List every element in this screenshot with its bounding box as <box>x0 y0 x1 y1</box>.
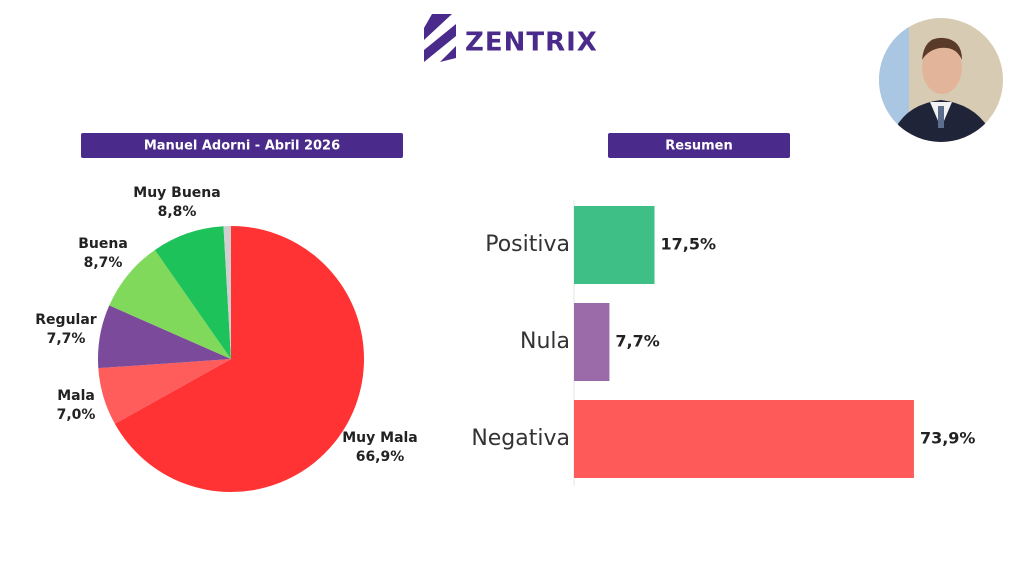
pie-slice <box>98 305 232 369</box>
slice-label: Regular <box>35 312 97 328</box>
pie-slice <box>114 226 365 493</box>
category-label: Negativa <box>471 426 570 451</box>
slice-value-label: 66,9% <box>356 449 405 465</box>
chart-title: Manuel Adorni - Abril 2026 <box>144 139 340 154</box>
slice-label: Muy Buena <box>133 185 220 201</box>
slice-value-label: 7,0% <box>57 407 96 423</box>
bar-value-label: 7,7% <box>615 332 659 351</box>
pie-slice <box>109 249 231 359</box>
logo-icon <box>424 14 456 62</box>
slice-value-label: 7,7% <box>47 331 86 347</box>
bar <box>574 303 610 381</box>
pie-slice <box>223 226 231 359</box>
slice-label: Muy Mala <box>342 430 418 446</box>
category-label: Positiva <box>485 232 570 257</box>
category-label: Nula <box>520 329 570 354</box>
charts: Manuel Adorni - Abril 2026 Muy Mala 66,9% M… <box>35 133 976 493</box>
bar <box>574 400 914 478</box>
bar-value-label: 17,5% <box>661 235 717 254</box>
slice-label: Buena <box>78 236 128 252</box>
slice-value-label: 8,7% <box>84 255 123 271</box>
bar <box>574 206 655 284</box>
pie-slice <box>98 359 231 424</box>
slice-value-label: 8,8% <box>158 204 197 220</box>
bar-value-label: 73,9% <box>920 429 976 448</box>
slice-label: Mala <box>57 388 95 404</box>
chart-title: Resumen <box>665 139 732 154</box>
pie-slice <box>154 226 231 359</box>
logo-text: ZENTRIX <box>465 28 598 58</box>
title-banner <box>81 133 403 158</box>
title-banner <box>608 133 790 158</box>
profile-photo <box>879 18 1003 142</box>
